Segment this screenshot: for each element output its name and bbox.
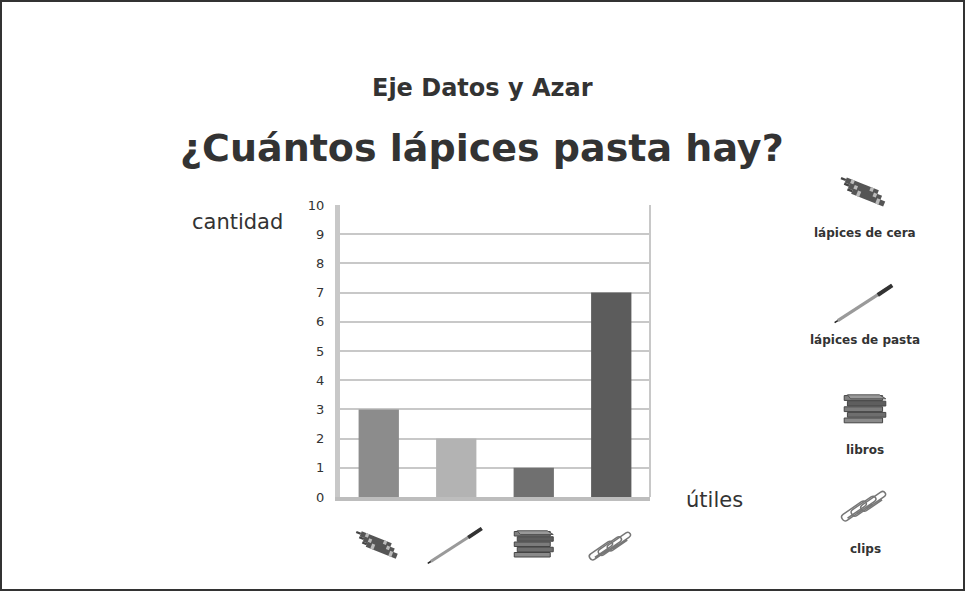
svg-text:3: 3 [316, 402, 324, 417]
svg-text:10: 10 [308, 198, 325, 213]
svg-text:Eje Datos y Azar: Eje Datos y Azar [372, 74, 593, 102]
svg-text:0: 0 [316, 490, 324, 505]
svg-text:7: 7 [316, 285, 324, 300]
svg-text:¿Cuántos lápices pasta hay?: ¿Cuántos lápices pasta hay? [180, 126, 784, 170]
svg-text:cantidad: cantidad [192, 210, 283, 234]
svg-text:6: 6 [316, 314, 324, 329]
svg-text:1: 1 [316, 460, 324, 475]
svg-text:clips: clips [850, 542, 881, 556]
svg-text:útiles: útiles [686, 488, 743, 512]
svg-text:5: 5 [316, 344, 324, 359]
svg-text:libros: libros [846, 443, 884, 457]
svg-text:lápices de pasta: lápices de pasta [810, 333, 920, 347]
svg-text:lápices de cera: lápices de cera [814, 226, 916, 240]
svg-text:9: 9 [316, 227, 324, 242]
svg-text:8: 8 [316, 256, 324, 271]
svg-text:4: 4 [316, 373, 324, 388]
svg-text:2: 2 [316, 431, 324, 446]
